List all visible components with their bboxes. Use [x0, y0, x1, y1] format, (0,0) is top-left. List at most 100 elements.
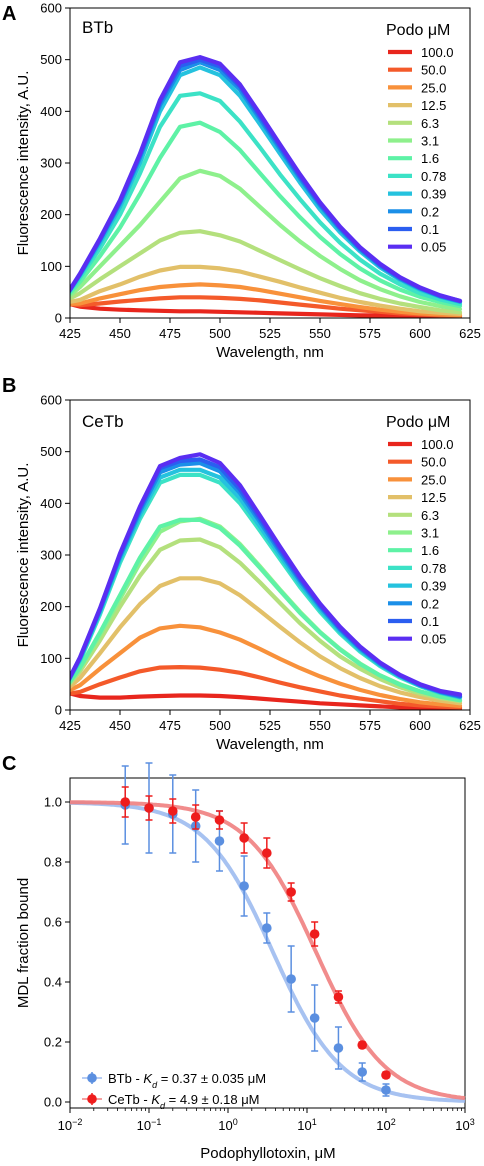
chart-b-xlabel: Wavelength, nm [216, 736, 324, 753]
chart-a-xtick-label-3: 500 [209, 326, 231, 341]
chart-b-legend-label-11: 0.05 [421, 632, 446, 647]
chart-b-series-4 [70, 537, 463, 704]
chart-a-xtick-label-6: 575 [359, 326, 381, 341]
chart-b-legend-label-2: 25.0 [421, 472, 446, 487]
chart-c-point-0-7 [286, 974, 296, 984]
chart-b-series-0 [70, 691, 463, 710]
chart-a-series-5 [70, 168, 463, 312]
chart-a-legend-label-1: 50.0 [421, 63, 446, 78]
panel-letter-a: A [2, 3, 16, 25]
chart-a-xtick-label-1: 450 [109, 326, 131, 341]
chart-b-legend-label-6: 1.6 [421, 543, 439, 558]
chart-a-series-4 [70, 229, 463, 315]
chart-a-ytick-label-3: 300 [40, 156, 62, 171]
chart-b-series-6 [70, 517, 463, 703]
chart-c-frame [69, 777, 466, 1109]
chart-b-series-11 [70, 452, 463, 697]
chart-c-legend-btb: BTb - Kd = 0.37 ± 0.035 μM [108, 1071, 266, 1090]
chart-a-series-0 [70, 301, 463, 318]
chart-a-legend-label-4: 6.3 [421, 116, 439, 131]
chart-c-point-1-8 [309, 929, 320, 939]
chart-a-xlabel: Wavelength, nm [216, 344, 324, 361]
chart-c-point-1-6 [262, 848, 272, 858]
chart-b-ytick-label-6: 600 [40, 393, 62, 408]
chart-b-series-group [70, 452, 463, 710]
chart-b-legend-label-7: 0.78 [421, 561, 446, 576]
chart-a-series-11 [70, 55, 463, 303]
chart-c-legend: BTb - Kd = 0.37 ± 0.035 μM CeTb - Kd = 4… [82, 1071, 266, 1111]
chart-c-point-1-2 [167, 806, 178, 816]
chart-b-series-10 [70, 457, 463, 699]
chart-c-ytick-label-0: 0.0 [44, 1095, 62, 1110]
chart-c-xtick-label-4: 102 [376, 1117, 395, 1133]
chart-c-xtick-label-1: 10−1 [137, 1117, 162, 1133]
chart-b-title: CeTb [82, 412, 124, 431]
chart-c-xtick-label-2: 100 [218, 1117, 237, 1133]
chart-b-ytick-label-5: 500 [40, 444, 62, 459]
chart-c-point-0-5 [239, 881, 249, 891]
chart-c-point-1-1 [144, 803, 154, 813]
chart-b-frame [69, 399, 471, 711]
chart-b: 425 450 475 500 525 550 575 600 625 0 100 200 300 400… [15, 393, 481, 754]
chart-b-xtick-label-8: 625 [459, 718, 481, 733]
chart-c-legend-marker-0 [87, 1073, 97, 1083]
chart-c-point-1-11 [381, 1070, 391, 1080]
chart-c-ytick-label-4: 0.8 [44, 855, 62, 870]
chart-a-legend-label-7: 0.78 [421, 169, 446, 184]
chart-a-legend-title: Podo μM [386, 22, 450, 39]
chart-b-legend-label-10: 0.1 [421, 614, 439, 629]
chart-b-ytick-label-0: 0 [55, 703, 62, 718]
chart-b-series-1 [70, 665, 463, 710]
chart-c-point-1-7 [286, 887, 296, 897]
chart-a-legend-label-5: 3.1 [421, 134, 439, 149]
chart-c-ytick-label-1: 0.2 [44, 1035, 62, 1050]
panel-letter-c: C [2, 753, 16, 775]
chart-b-xtick-label-1: 450 [109, 718, 131, 733]
chart-b-legend-label-0: 100.0 [421, 437, 454, 452]
chart-a-legend: Podo μM 100.0 50.0 25.0 12.5 6.3 3.1 1.6 0.78 0.… [386, 22, 454, 255]
chart-b-legend-label-5: 3.1 [421, 526, 439, 541]
chart-b-legend: Podo μM 100.0 50.0 25.0 12.5 6.3 3.1 1.6 0.78 0.… [386, 414, 454, 647]
chart-c-point-1-9 [333, 992, 344, 1002]
chart-a-xtick-label-8: 625 [459, 326, 481, 341]
chart-a-series-2 [70, 282, 463, 318]
chart-c-point-1-4 [214, 815, 225, 825]
chart-c-legend-cetb: CeTb - Kd = 4.9 ± 0.18 μM [108, 1092, 260, 1111]
chart-a-ytick-label-2: 200 [40, 207, 62, 222]
chart-a-xtick-label-5: 550 [309, 326, 331, 341]
chart-b-ytick-label-1: 100 [40, 651, 62, 666]
chart-a-series-8 [70, 65, 463, 305]
chart-b-xtick-label-3: 500 [209, 718, 231, 733]
chart-c-point-1-0 [120, 797, 131, 807]
chart-b-ylabel: Fluorescence intensity, A.U. [15, 463, 32, 648]
chart-c-point-1-5 [239, 833, 249, 843]
chart-c-ytick-label-5: 1.0 [44, 795, 62, 810]
chart-a-legend-label-9: 0.2 [421, 204, 439, 219]
chart-c-xtick-label-0: 10−2 [58, 1117, 83, 1133]
chart-a: 425 450 475 500 525 550 575 600 625 0 100 200 300 400… [15, 1, 481, 362]
chart-a-legend-label-8: 0.39 [421, 187, 446, 202]
chart-a-legend-label-2: 25.0 [421, 80, 446, 95]
chart-b-ytick-label-4: 400 [40, 496, 62, 511]
chart-a-ytick-label-1: 100 [40, 259, 62, 274]
chart-a-series-7 [70, 91, 463, 307]
chart-c-point-1-10 [357, 1040, 368, 1050]
chart-a-ytick-label-6: 600 [40, 1, 62, 16]
chart-a-xtick-label-7: 600 [409, 326, 431, 341]
chart-b-xtick-label-2: 475 [159, 718, 181, 733]
chart-a-title: BTb [82, 18, 113, 37]
chart-a-legend-label-6: 1.6 [421, 151, 439, 166]
chart-a-series-3 [70, 264, 463, 316]
chart-a-legend-label-10: 0.1 [421, 222, 439, 237]
chart-c-point-0-6 [262, 923, 272, 933]
chart-a-ytick-label-4: 400 [40, 104, 62, 119]
chart-c-point-1-3 [190, 812, 201, 822]
chart-b-legend-title: Podo μM [386, 414, 450, 431]
chart-b-series-3 [70, 576, 463, 706]
chart-b-series-2 [70, 623, 463, 708]
chart-a-series-6 [70, 120, 463, 309]
chart-a-ylabel: Fluorescence intensity, A.U. [15, 71, 32, 256]
chart-b-xtick-label-4: 525 [259, 718, 281, 733]
chart-b-ytick-label-3: 300 [40, 548, 62, 563]
